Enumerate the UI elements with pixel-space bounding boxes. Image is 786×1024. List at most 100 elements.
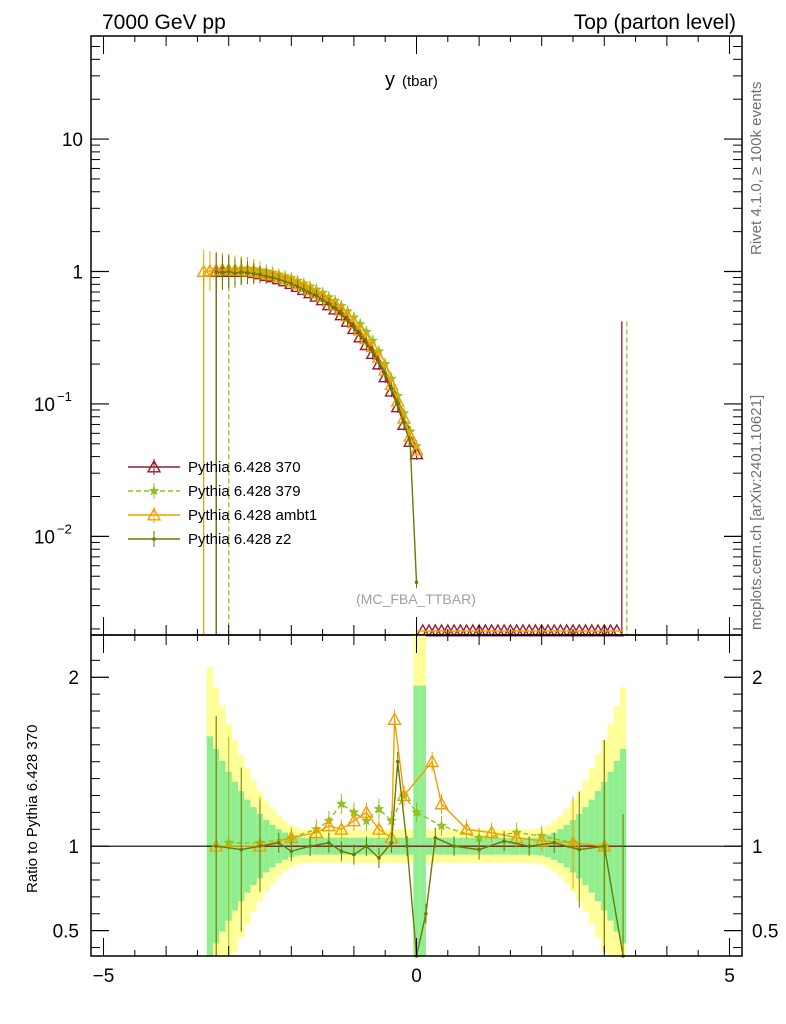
plot-title: y (385, 69, 395, 91)
legend-label-z2: Pythia 6.428 z2 (188, 531, 291, 548)
ratio-axis-ticks: 2 2 1 1 0.5 0.5 −5 0 5 (53, 635, 778, 987)
point-z2 (370, 349, 375, 354)
point-z2 (283, 279, 287, 284)
ratio-series-z2 (214, 716, 625, 958)
ratio-point-ambt1 (434, 796, 449, 810)
point-z2 (233, 271, 237, 276)
ratio-point-z2 (577, 847, 582, 852)
ratio-point-p379 (335, 798, 347, 809)
ratio-point-z2 (258, 844, 262, 848)
legend: Pythia 6.428 370 Pythia 6.428 379 Pythia 6… (128, 459, 317, 548)
point-z2 (320, 298, 325, 302)
point-z2 (389, 387, 394, 391)
analysis-watermark: (MC_FBA_TTBAR) (356, 591, 476, 607)
header-right: Top (parton level) (574, 11, 736, 34)
point-z2 (383, 371, 388, 376)
header-left: 7000 GeV pp (102, 11, 226, 34)
x-tick-label: −5 (93, 966, 115, 987)
ratio-y-axis-label: Ratio to Pythia 6.428 370 (24, 725, 41, 893)
ratio-point-z2 (308, 844, 312, 848)
point-z2 (251, 272, 256, 276)
ratio-point-ambt1 (534, 833, 549, 847)
main-y-tick-label: 1 (72, 262, 83, 283)
ratio-point-p379 (223, 837, 235, 848)
ratio-y-tick-label-right: 1 (752, 837, 763, 858)
point-z2 (302, 287, 306, 292)
ratio-panel: 2 2 1 1 0.5 0.5 −5 0 5 Ratio to Pythia 6.428 370 (24, 634, 778, 987)
ratio-point-ambt1 (509, 830, 524, 844)
point-z2 (377, 359, 381, 364)
ratio-point-ambt1 (424, 754, 440, 768)
main-y-tick-label: 10 (34, 527, 55, 548)
point-z2 (414, 580, 419, 585)
ratio-point-z2 (602, 844, 607, 848)
ratio-point-z2 (327, 841, 331, 845)
ratio-point-z2 (502, 839, 506, 843)
ratio-y-tick-label-left: 1 (68, 837, 79, 858)
ratio-point-ambt1 (359, 804, 374, 818)
ratio-y-tick-label-left: 2 (68, 668, 79, 689)
ratio-plot-area (91, 709, 742, 958)
ratio-point-ambt1 (459, 821, 474, 835)
legend-marker-z2 (152, 537, 156, 541)
x-tick-label: 0 (411, 966, 422, 987)
legend-label-ambt1: Pythia 6.428 ambt1 (188, 507, 317, 524)
point-z2 (408, 441, 413, 446)
ratio-point-z2 (477, 847, 481, 852)
ratio-point-z2 (405, 844, 409, 848)
point-z2 (258, 272, 262, 277)
ratio-point-p379 (411, 806, 422, 817)
ratio-point-ambt1 (346, 813, 362, 827)
point-z2 (402, 421, 406, 425)
point-z2 (245, 270, 250, 275)
ratio-point-z2 (452, 844, 456, 848)
point-z2 (264, 274, 269, 279)
point-z2 (270, 275, 275, 280)
ratio-band-inner (419, 685, 426, 956)
ratio-uncertainty-bands (206, 635, 627, 956)
point-z2 (339, 311, 344, 316)
ratio-point-z2 (276, 841, 281, 845)
ratio-point-z2 (377, 856, 381, 860)
point-p370 (352, 329, 368, 343)
point-z2 (352, 325, 356, 329)
ratio-point-z2 (424, 911, 428, 916)
side-rivet-text: Rivet 4.1.0, ≥ 100k events (748, 82, 765, 255)
ratio-y-tick-label-left: 0.5 (53, 922, 79, 943)
legend-marker-p379 (148, 485, 160, 496)
point-z2 (345, 318, 350, 322)
legend-label-p370: Pythia 6.428 370 (188, 459, 301, 476)
point-z2 (395, 402, 400, 406)
plot-title-sub: (tbar) (402, 73, 438, 90)
ratio-point-z2 (364, 844, 369, 848)
point-z2 (295, 284, 300, 289)
side-mcplots-text: mcplots.cern.ch [arXiv:2401.10621] (748, 395, 765, 630)
point-z2 (364, 340, 369, 345)
point-z2 (314, 293, 319, 298)
ratio-point-z2 (527, 844, 531, 848)
point-p370 (334, 307, 349, 321)
point-z2 (308, 291, 312, 295)
main-y-tick-exponent: −2 (57, 521, 72, 536)
ratio-point-ambt1 (309, 825, 324, 839)
legend-marker-ambt1 (146, 507, 162, 521)
point-z2 (289, 281, 294, 286)
series-p379 (223, 254, 422, 635)
ratio-point-z2 (433, 835, 438, 840)
point-ambt1 (409, 442, 424, 456)
main-plot-area (196, 250, 628, 637)
main-y-tick-label: 10 (34, 395, 55, 416)
ratio-point-ambt1 (371, 821, 387, 835)
ratio-point-z2 (339, 849, 344, 854)
point-z2 (327, 302, 331, 306)
point-z2 (226, 269, 231, 274)
ratio-point-z2 (239, 847, 244, 852)
main-y-tick-exponent: −1 (57, 389, 72, 404)
legend-label-p379: Pythia 6.428 379 (188, 483, 301, 500)
ratio-point-p379 (436, 820, 447, 831)
ratio-point-z2 (395, 759, 400, 764)
point-z2 (333, 306, 337, 310)
ratio-point-p379 (373, 803, 385, 814)
